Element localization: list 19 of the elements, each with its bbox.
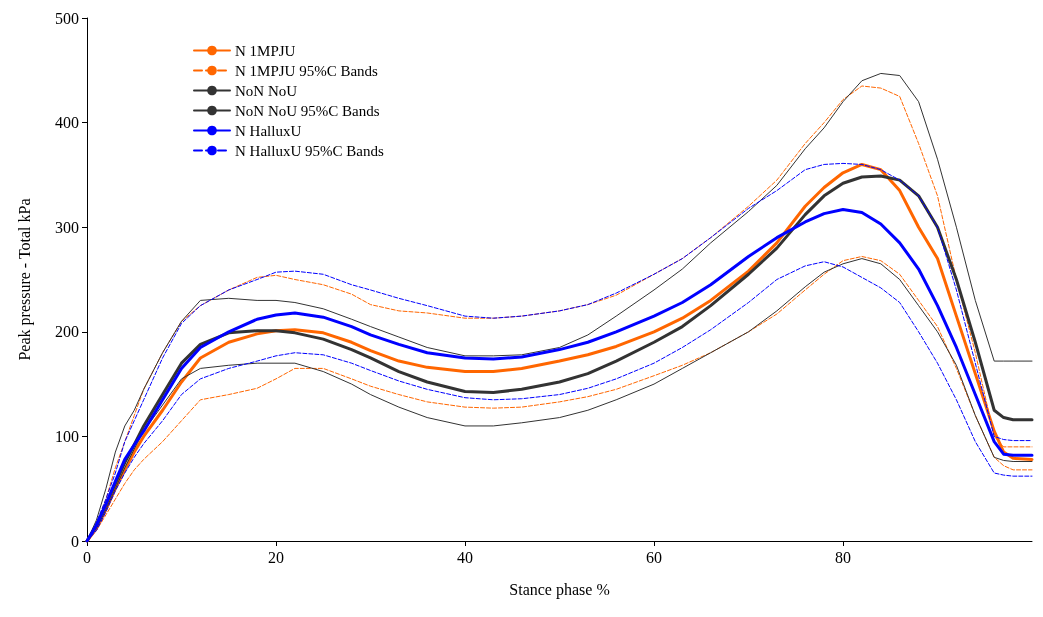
x-tick-label: 60 [646, 548, 662, 566]
x-tick-label: 20 [268, 548, 284, 566]
y-tick-label: 0 [71, 532, 79, 550]
y-tick-label: 200 [55, 323, 79, 341]
y-tick-label: 100 [55, 427, 79, 445]
y-axis-title: Peak pressure - Total kPa [15, 198, 34, 361]
x-tick-label: 80 [835, 548, 851, 566]
x-axis-title: Stance phase % [509, 580, 610, 599]
legend-label: N 1MPJU [235, 42, 296, 59]
y-tick-label: 400 [55, 114, 79, 132]
y-tick-label: 300 [55, 218, 79, 236]
legend-label: N HalluxU 95%C Bands [235, 142, 384, 159]
y-tick-label: 500 [55, 9, 79, 27]
legend-label: N HalluxU [235, 122, 302, 139]
legend-label: N 1MPJU 95%C Bands [235, 62, 379, 79]
x-tick-label: 0 [83, 548, 91, 566]
legend-label: NoN NoU 95%C Bands [235, 102, 380, 119]
legend-label: NoN NoU [235, 82, 298, 99]
x-tick-label: 40 [457, 548, 473, 566]
